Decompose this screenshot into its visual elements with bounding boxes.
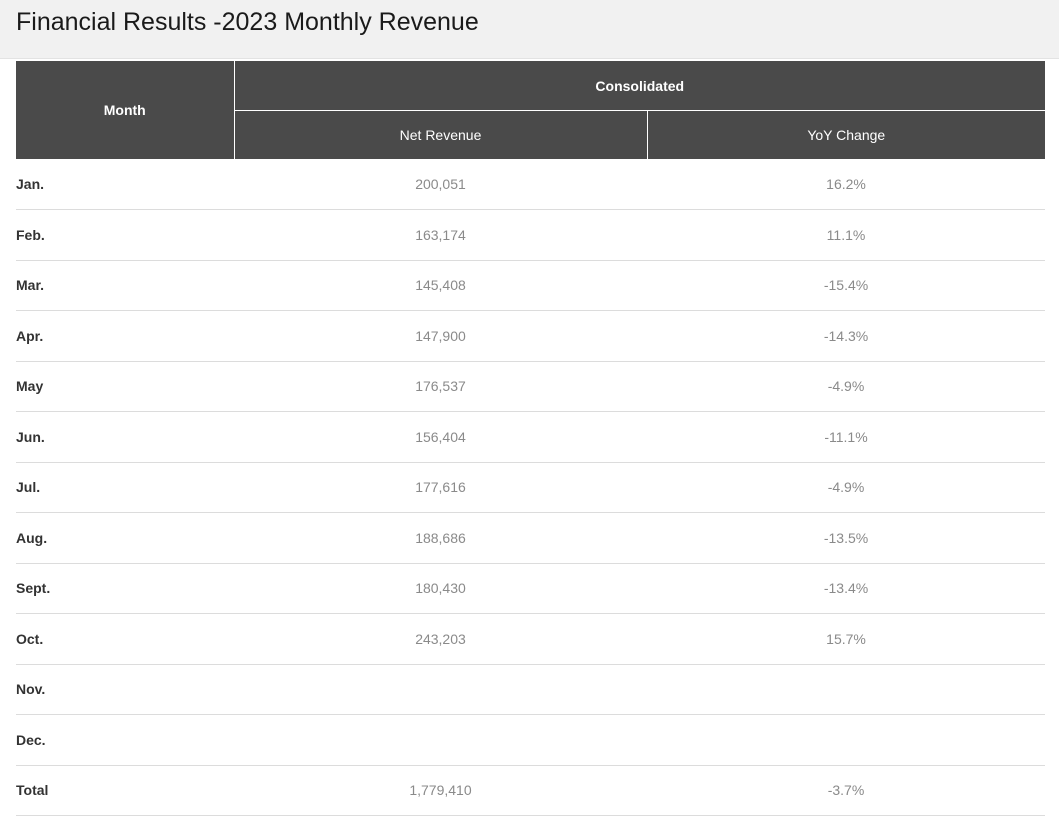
title-bar: Financial Results -2023 Monthly Revenue (0, 0, 1059, 59)
month-cell: Apr. (16, 310, 234, 362)
table-body: Jan. 200,051 16.2% Feb. 163,174 11.1% Mar. 145,… (16, 159, 1046, 816)
yoy-change-cell: -13.5% (647, 512, 1046, 564)
table-row: Dec. (16, 714, 1046, 766)
table-row: Jun. 156,404 -11.1% (16, 411, 1046, 463)
net-revenue-cell: 147,900 (234, 310, 647, 362)
net-revenue-cell: 243,203 (234, 613, 647, 665)
table-row: Sept. 180,430 -13.4% (16, 563, 1046, 614)
yoy-change-cell (647, 714, 1046, 766)
table-row: Aug. 188,686 -13.5% (16, 512, 1046, 564)
yoy-change-cell: -3.7% (647, 765, 1046, 816)
net-revenue-cell: 1,779,410 (234, 765, 647, 816)
header-month: Month (16, 61, 235, 160)
net-revenue-cell: 200,051 (234, 159, 647, 210)
net-revenue-cell: 177,616 (234, 462, 647, 513)
net-revenue-cell: 188,686 (234, 512, 647, 564)
net-revenue-cell: 145,408 (234, 260, 647, 311)
yoy-change-cell: -13.4% (647, 563, 1046, 614)
month-cell: Oct. (16, 613, 234, 665)
month-cell: Jan. (16, 159, 234, 210)
net-revenue-cell: 156,404 (234, 411, 647, 463)
table-row: Jul. 177,616 -4.9% (16, 462, 1046, 513)
month-cell: Total (16, 765, 234, 816)
header-yoy-change: YoY Change (646, 110, 1046, 159)
month-cell: May (16, 361, 234, 412)
month-cell: Jun. (16, 411, 234, 463)
header-consolidated: Consolidated (233, 61, 1046, 111)
yoy-change-cell: 16.2% (647, 159, 1046, 210)
yoy-change-cell: 11.1% (647, 209, 1046, 261)
yoy-change-cell: 15.7% (647, 613, 1046, 665)
page-title: Financial Results -2023 Monthly Revenue (16, 8, 479, 36)
table-row: Total 1,779,410 -3.7% (16, 765, 1046, 816)
yoy-change-cell: -4.9% (647, 361, 1046, 412)
table-row: Mar. 145,408 -15.4% (16, 260, 1046, 311)
net-revenue-cell: 180,430 (234, 563, 647, 614)
net-revenue-cell: 176,537 (234, 361, 647, 412)
yoy-change-cell (647, 664, 1046, 715)
month-cell: Mar. (16, 260, 234, 311)
table-row: Nov. (16, 664, 1046, 715)
month-cell: Dec. (16, 714, 234, 766)
table-row: Apr. 147,900 -14.3% (16, 310, 1046, 362)
net-revenue-cell (234, 664, 647, 715)
yoy-change-cell: -15.4% (647, 260, 1046, 311)
table-row: Jan. 200,051 16.2% (16, 159, 1046, 210)
revenue-table: Month Consolidated Net Revenue YoY Chang… (16, 61, 1046, 816)
month-cell: Nov. (16, 664, 234, 715)
yoy-change-cell: -11.1% (647, 411, 1046, 463)
month-cell: Jul. (16, 462, 234, 513)
table-row: May 176,537 -4.9% (16, 361, 1046, 412)
table-row: Feb. 163,174 11.1% (16, 209, 1046, 261)
yoy-change-cell: -4.9% (647, 462, 1046, 513)
month-cell: Feb. (16, 209, 234, 261)
month-cell: Aug. (16, 512, 234, 564)
month-cell: Sept. (16, 563, 234, 614)
table-row: Oct. 243,203 15.7% (16, 613, 1046, 665)
yoy-change-cell: -14.3% (647, 310, 1046, 362)
net-revenue-cell (234, 714, 647, 766)
net-revenue-cell: 163,174 (234, 209, 647, 261)
header-net-revenue: Net Revenue (233, 110, 648, 159)
